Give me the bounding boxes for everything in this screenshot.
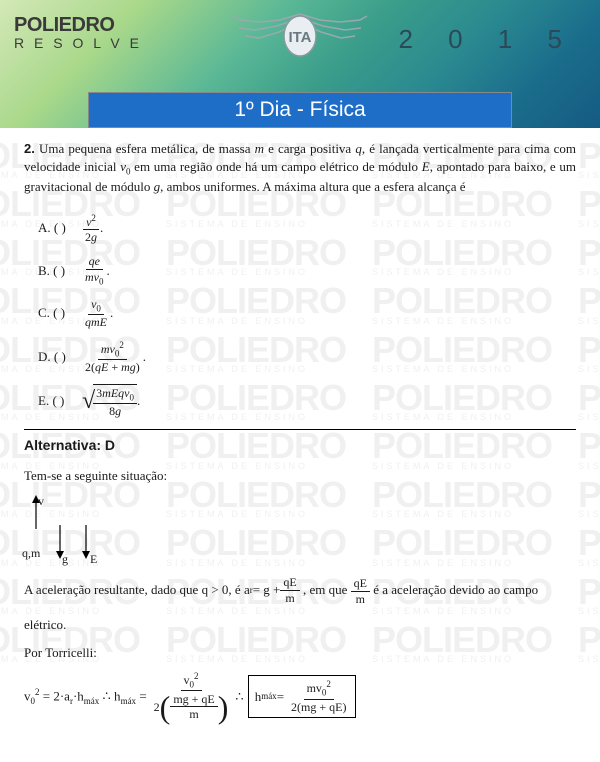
option-a: A. ( ) v22g . [38, 213, 576, 245]
ita-emblem-icon: ITA [225, 6, 375, 71]
brand-logo: POLIEDRO R E S O L V E [14, 14, 142, 51]
option-e-formula: √ 3mEqv08g [82, 384, 137, 419]
question-text: 2. Uma pequena esfera metálica, de massa… [24, 140, 576, 197]
explain-mid: , em que [303, 582, 351, 597]
option-d-label: D. ( ) [38, 348, 82, 366]
answer-label: Alternativa: D [24, 436, 576, 456]
option-c-formula: v0qmE [82, 297, 110, 330]
page-header: POLIEDRO R E S O L V E ITA 2 0 1 5 1º Di… [0, 0, 600, 128]
therefore-icon: ∴ [235, 688, 243, 706]
force-diagram: v q,m g E [24, 495, 124, 565]
option-d: D. ( ) mv022(qE + mg) . [38, 340, 576, 375]
explanation-line-1: A aceleração resultante, dado que q > 0,… [24, 575, 576, 606]
brand-main: POLIEDRO [14, 14, 142, 37]
year-label: 2 0 1 5 [398, 24, 576, 55]
diagram-e-label: E [90, 551, 97, 568]
explain-pre: A aceleração resultante, dado que q > 0,… [24, 582, 244, 597]
final-lhs: v02 = 2·ar·hmáx ∴ hmáx = [24, 686, 147, 708]
page-title: 1º Dia - Física [234, 98, 365, 122]
brand-sub: R E S O L V E [14, 35, 142, 51]
final-equation: v02 = 2·ar·hmáx ∴ hmáx = v02 2(mg + qEm)… [24, 671, 576, 723]
content-area: 2. Uma pequena esfera metálica, de massa… [0, 128, 600, 723]
options-list: A. ( ) v22g . B. ( ) qemv0 . C. ( ) v0qm… [38, 213, 576, 419]
svg-text:ITA: ITA [288, 29, 311, 46]
ar-equation: ar = g + qEm [244, 575, 300, 605]
option-b: B. ( ) qemv0 . [38, 254, 576, 287]
diagram-g-label: g [62, 551, 68, 568]
final-frac-1: v02 2(mg + qEm) [151, 671, 232, 723]
option-b-label: B. ( ) [38, 262, 82, 280]
explain-post: é a aceleração devido ao campo [373, 582, 538, 597]
boxed-answer: hmáx = mv02 2(mg + qE) [248, 675, 357, 718]
diagram-qm-label: q,m [22, 545, 40, 562]
option-c-label: C. ( ) [38, 304, 82, 322]
option-a-label: A. ( ) [38, 219, 82, 237]
explanation-line-2: elétrico. [24, 616, 576, 634]
option-e-label: E. ( ) [38, 392, 82, 410]
torricelli-label: Por Torricelli: [24, 644, 576, 662]
option-b-formula: qemv0 [82, 254, 107, 287]
qe-over-m: qEm [351, 576, 370, 606]
option-d-formula: mv022(qE + mg) [82, 340, 143, 375]
situation-text: Tem-se a seguinte situação: [24, 467, 576, 485]
option-e: E. ( ) √ 3mEqv08g . [38, 384, 576, 419]
diagram-v-label: v [38, 493, 44, 510]
divider [24, 429, 576, 430]
question-number: 2. [24, 141, 35, 156]
option-a-formula: v22g [82, 213, 100, 245]
question-body: Uma pequena esfera metálica, de massa m … [24, 141, 576, 194]
option-c: C. ( ) v0qmE . [38, 297, 576, 330]
title-bar: 1º Dia - Física [88, 92, 512, 128]
